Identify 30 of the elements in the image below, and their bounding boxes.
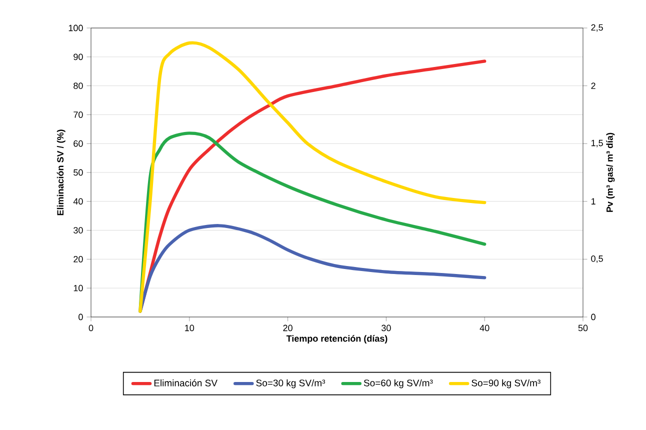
y2-tick-label: 2 bbox=[591, 82, 596, 89]
y-tick-label: 30 bbox=[74, 227, 83, 234]
x-tick-label: 40 bbox=[480, 324, 490, 332]
legend-label: So=90 kg SV/m³ bbox=[472, 379, 540, 388]
y-tick-label: 10 bbox=[74, 284, 83, 292]
y2-tick-label: 1,5 bbox=[591, 140, 603, 148]
y-tick-label: 0 bbox=[78, 314, 83, 320]
y-tick-label: 60 bbox=[74, 140, 83, 147]
y-tick-label: 70 bbox=[74, 112, 83, 118]
x-tick-label: 20 bbox=[283, 324, 292, 332]
x-tick-label: 30 bbox=[382, 324, 391, 332]
x-tick-label: 10 bbox=[185, 324, 194, 332]
y2-tick-label: 2,5 bbox=[591, 24, 603, 32]
y-tick-label: 100 bbox=[68, 24, 83, 32]
y-tick-label: 90 bbox=[74, 54, 83, 60]
y-tick-label: 80 bbox=[74, 82, 83, 89]
x-tick-label: 0 bbox=[88, 324, 94, 332]
legend-label: Eliminación SV bbox=[154, 379, 218, 386]
y2-tick-label: 0,5 bbox=[591, 255, 603, 263]
y2-axis-title: Pv (m³ gas/ m³ día) bbox=[606, 132, 615, 212]
y2-tick-label: 1 bbox=[591, 198, 596, 204]
x-axis-title: Tiempo retención (días) bbox=[286, 335, 388, 344]
y-tick-label: 20 bbox=[74, 256, 83, 262]
y-tick-label: 50 bbox=[74, 169, 83, 176]
legend-label: So=60 kg SV/m³ bbox=[364, 379, 433, 388]
legend-label: So=30 kg SV/m³ bbox=[256, 379, 326, 388]
x-tick-label: 50 bbox=[578, 324, 588, 332]
y-axis-title: Eliminación SV / (%) bbox=[56, 130, 66, 216]
y-tick-label: 40 bbox=[73, 198, 83, 205]
y2-tick-label: 0 bbox=[591, 314, 596, 320]
